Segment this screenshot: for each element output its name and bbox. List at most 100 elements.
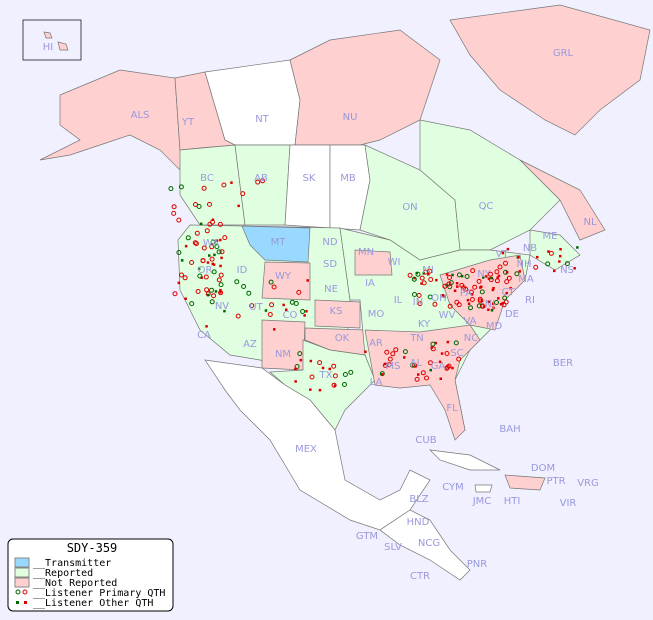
region-label-NE: NE (324, 284, 338, 295)
listener-primary-marker (332, 373, 338, 379)
listener-primary-marker (456, 302, 462, 308)
listener-other-marker (294, 380, 297, 383)
listener-primary-marker (204, 287, 210, 293)
region-label-HI: HI (43, 42, 53, 53)
listener-other-marker (215, 239, 219, 242)
listener-other-marker (208, 254, 211, 257)
listener-other-marker (282, 303, 285, 307)
listener-primary-marker (416, 292, 422, 298)
region-label-MD: MD (486, 321, 503, 332)
listener-primary-marker (296, 289, 302, 295)
legend-swatch-reported (14, 567, 30, 578)
region-label-PTR: PTR (546, 476, 565, 487)
legend-primary-red-marker (22, 589, 28, 595)
region-label-CTR: CTR (410, 571, 430, 582)
listener-primary-marker (387, 356, 393, 362)
listener-primary-marker (459, 282, 465, 288)
listener-other-marker (492, 306, 495, 310)
listener-primary-marker (234, 279, 240, 285)
listener-primary-marker (447, 284, 453, 290)
listener-primary-marker (189, 301, 195, 307)
region-label-NB: NB (523, 243, 537, 254)
listener-other-marker (333, 384, 337, 387)
listener-primary-marker (179, 272, 184, 278)
listener-primary-marker (218, 282, 224, 288)
region-label-RI: RI (525, 295, 535, 306)
listener-other-marker (506, 247, 510, 251)
region-label-MI: MI (422, 265, 434, 276)
listener-other-marker (438, 360, 442, 364)
region-KS (314, 299, 361, 329)
region-HI (43, 31, 69, 51)
listener-primary-marker (497, 264, 503, 270)
region-IA (354, 249, 393, 276)
listener-other-marker (518, 270, 521, 273)
region-label-ALS: ALS (131, 110, 150, 121)
region-label-VT: VT (496, 249, 510, 260)
region-label-OK: OK (335, 333, 350, 344)
listener-primary-marker (446, 281, 452, 287)
region-NM (261, 319, 306, 371)
listener-primary-marker (240, 191, 246, 197)
listener-primary-marker (533, 264, 539, 270)
listener-primary-marker (402, 349, 408, 355)
listener-other-marker (205, 325, 208, 328)
listener-primary-marker (289, 299, 295, 305)
listener-other-marker (492, 287, 495, 290)
listener-primary-marker (420, 370, 426, 376)
listener-primary-marker (427, 294, 433, 300)
listener-primary-marker (211, 293, 217, 299)
region-label-ON: ON (402, 202, 417, 213)
listener-other-marker (206, 293, 210, 297)
listener-other-marker (214, 290, 218, 293)
region-label-MA: MA (518, 274, 534, 285)
listener-primary-marker (390, 351, 396, 357)
listener-primary-marker (222, 235, 228, 241)
listener-other-marker (576, 246, 579, 249)
listener-primary-marker (453, 340, 459, 346)
legend-label-transmitter: __Transmitter (33, 558, 111, 569)
listener-primary-marker (176, 250, 182, 255)
listener-other-marker (383, 362, 387, 366)
listener-primary-marker (504, 279, 510, 285)
listener-primary-marker (317, 360, 323, 366)
listener-other-marker (211, 218, 215, 221)
region-label-AZ: AZ (243, 339, 257, 350)
listener-primary-marker (209, 244, 215, 250)
listener-other-marker (505, 291, 508, 295)
listener-primary-marker (182, 275, 188, 281)
listener-other-marker (200, 276, 203, 279)
listener-other-marker (206, 261, 210, 264)
region-label-GTM: GTM (356, 531, 378, 542)
listener-primary-marker (476, 303, 482, 309)
region-label-HND: HND (407, 517, 430, 528)
listener-primary-marker (171, 210, 177, 216)
legend-title: SDY-359 (67, 541, 118, 555)
listener-primary-marker (201, 185, 207, 191)
listener-other-marker (427, 273, 430, 276)
listener-other-marker (482, 276, 485, 279)
listener-other-marker (230, 181, 233, 184)
region-label-MEX: MEX (295, 444, 317, 455)
region-label-BAH: BAH (499, 424, 520, 435)
region-label-UT: UT (249, 302, 263, 313)
region-QC (419, 119, 561, 251)
listener-primary-marker (249, 303, 255, 309)
region-label-IN: IN (413, 297, 423, 308)
listener-other-marker (328, 367, 331, 371)
listener-primary-marker (468, 305, 473, 311)
listener-other-marker (219, 291, 222, 294)
region-label-NH: NH (517, 259, 532, 270)
listener-primary-marker (171, 204, 177, 210)
listener-primary-marker (200, 258, 206, 263)
listener-other-marker (487, 308, 490, 311)
legend-swatch-transmitter (14, 557, 30, 568)
listener-other-marker (305, 310, 308, 313)
listener-primary-marker (271, 284, 277, 290)
region-AB (234, 144, 291, 226)
listener-other-marker (414, 364, 418, 368)
listener-other-marker (559, 248, 562, 251)
listener-other-marker (456, 285, 459, 288)
listener-other-marker (496, 276, 499, 279)
listener-other-marker (455, 282, 459, 285)
